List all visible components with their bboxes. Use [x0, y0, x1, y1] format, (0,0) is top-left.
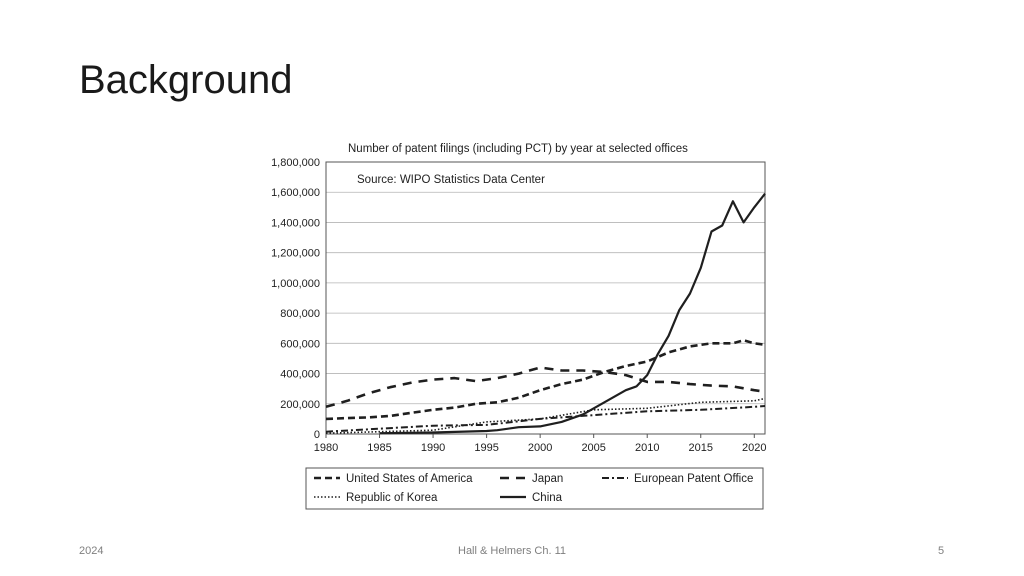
y-tick-label: 1,400,000: [271, 217, 320, 229]
footer-source: Hall & Helmers Ch. 11: [458, 545, 566, 557]
x-tick-label: 2020: [742, 442, 766, 454]
chart-source: Source: WIPO Statistics Data Center: [357, 174, 545, 186]
legend-box: [305, 467, 764, 510]
slide-title: Background: [79, 58, 293, 102]
x-tick-label: 1990: [421, 442, 445, 454]
legend-label: United States of America: [346, 473, 473, 485]
x-tick-label: 2015: [689, 442, 713, 454]
footer-date: 2024: [79, 545, 104, 557]
legend-label: Republic of Korea: [346, 492, 438, 504]
series-line-china: [379, 193, 766, 435]
chart-title: Number of patent filings (including PCT)…: [348, 143, 688, 155]
plot-frame: [325, 161, 766, 435]
legend-label: European Patent Office: [634, 473, 753, 485]
page-number: 5: [938, 545, 945, 557]
y-tick-label: 600,000: [280, 338, 320, 350]
y-tick-label: 1,800,000: [271, 157, 320, 169]
y-tick-label: 1,600,000: [271, 187, 320, 199]
series-line-european-patent-office: [325, 405, 766, 433]
y-tick-label: 400,000: [280, 369, 320, 381]
x-tick-label: 2000: [528, 442, 552, 454]
x-tick-label: 1985: [367, 442, 391, 454]
y-tick-label: 1,200,000: [271, 248, 320, 260]
y-tick-label: 200,000: [280, 399, 320, 411]
x-tick-label: 1980: [314, 442, 338, 454]
x-tick-label: 1995: [474, 442, 498, 454]
x-tick-label: 2010: [635, 442, 659, 454]
legend-label: China: [532, 492, 563, 504]
series-line-united-states-of-america: [325, 339, 766, 421]
y-tick-label: 1,000,000: [271, 278, 320, 290]
legend-label: Japan: [532, 473, 563, 485]
y-tick-label: 0: [314, 429, 320, 441]
y-tick-label: 800,000: [280, 308, 320, 320]
series-line-japan: [325, 366, 766, 409]
x-tick-label: 2005: [581, 442, 605, 454]
patent-filings-chart: 0 200,000 400,000 600,000 800,000 1,000,000 1,…: [271, 143, 767, 510]
series-line-republic-of-korea: [325, 397, 766, 434]
